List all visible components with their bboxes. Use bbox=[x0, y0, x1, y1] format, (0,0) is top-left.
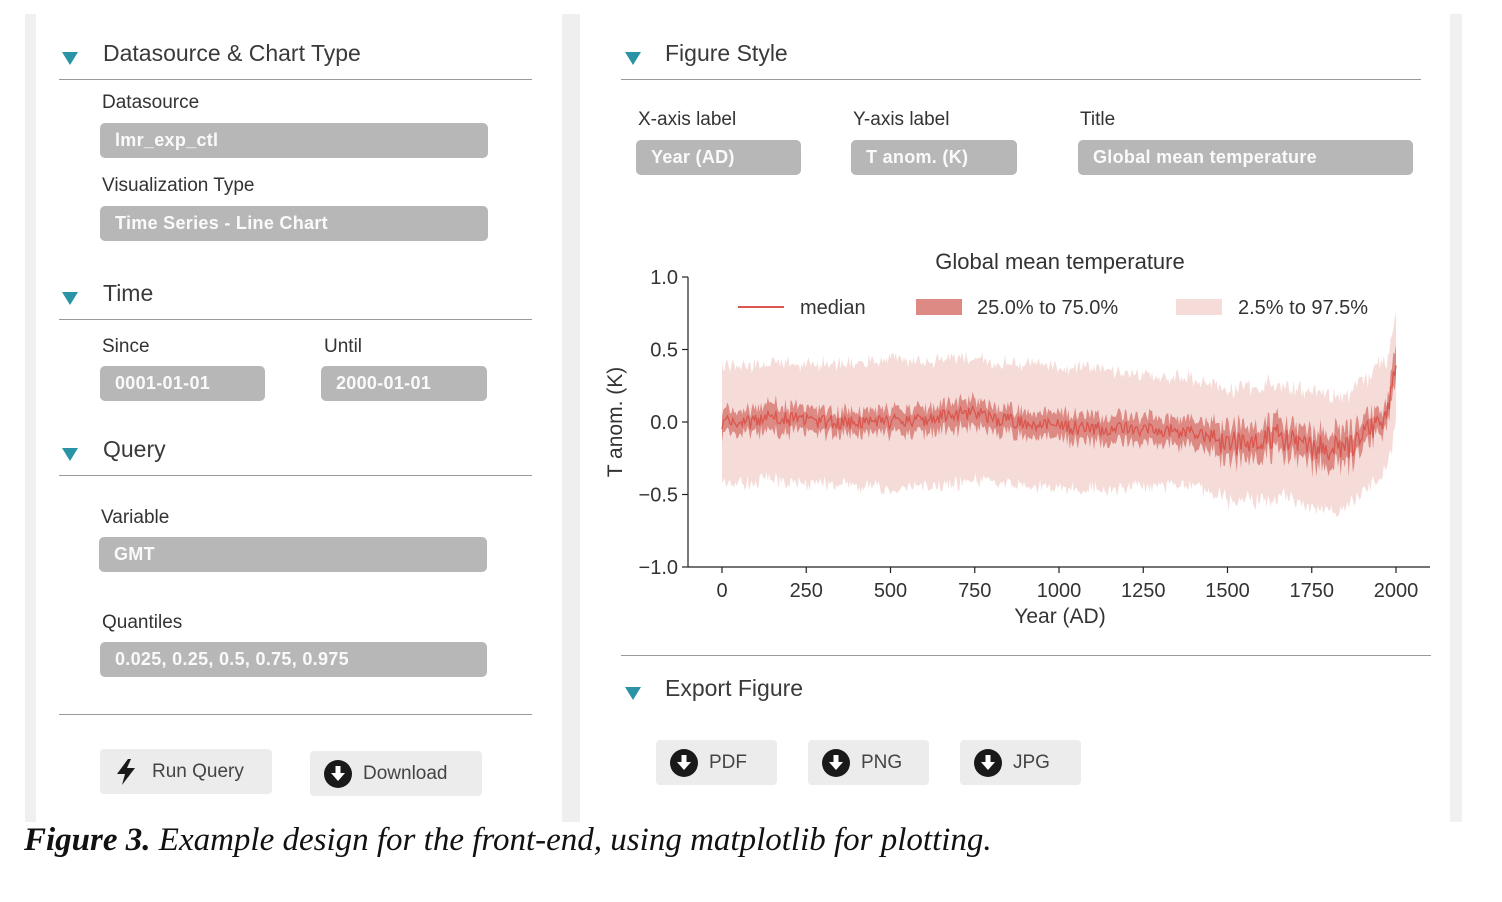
divider bbox=[59, 714, 532, 715]
x-tick-label: 2000 bbox=[1374, 580, 1419, 602]
collapse-triangle-icon[interactable] bbox=[625, 52, 641, 65]
run-query-button[interactable]: Run Query bbox=[100, 749, 272, 794]
download-label: Download bbox=[363, 762, 448, 784]
collapse-triangle-icon[interactable] bbox=[62, 292, 78, 305]
figure-caption-label: Figure 3. bbox=[24, 822, 151, 858]
quantiles-input[interactable]: 0.025, 0.25, 0.5, 0.75, 0.975 bbox=[100, 642, 487, 677]
y-tick-label: −1.0 bbox=[639, 557, 678, 579]
xaxis-label-input[interactable]: Year (AD) bbox=[636, 140, 801, 175]
y-tick-label: 1.0 bbox=[650, 267, 678, 289]
datasource-label: Datasource bbox=[102, 92, 200, 113]
yaxis-label-caption: Y-axis label bbox=[853, 109, 950, 130]
section-title-datasource[interactable]: Datasource & Chart Type bbox=[103, 40, 361, 66]
export-pdf-button[interactable]: PDF bbox=[656, 740, 777, 785]
title-caption: Title bbox=[1080, 109, 1116, 130]
temperature-chart: 1.0 0.5 0.0 −0.5 −1.0 0 250 500 750 1000 1250 1500 1… bbox=[604, 249, 1430, 628]
xaxis-label-caption: X-axis label bbox=[638, 109, 737, 130]
middle-gutter bbox=[562, 14, 580, 822]
legend-band50-swatch bbox=[916, 299, 962, 315]
x-axis-title: Year (AD) bbox=[1014, 605, 1105, 628]
y-axis-title: T anom. (K) bbox=[604, 367, 627, 477]
section-title-time[interactable]: Time bbox=[103, 280, 154, 306]
export-pdf-label: PDF bbox=[709, 751, 747, 773]
quantiles-label: Quantiles bbox=[102, 612, 183, 633]
y-tick-label: −0.5 bbox=[639, 485, 678, 507]
legend-median-label: median bbox=[800, 297, 866, 319]
section-title-export[interactable]: Export Figure bbox=[665, 675, 804, 701]
x-tick-label: 0 bbox=[716, 580, 727, 602]
divider bbox=[59, 319, 532, 320]
legend-band95-swatch bbox=[1176, 299, 1222, 315]
export-jpg-label: JPG bbox=[1013, 751, 1050, 773]
figure-caption: Figure 3. Example design for the front-e… bbox=[24, 822, 992, 859]
export-jpg-button[interactable]: JPG bbox=[960, 740, 1081, 785]
export-png-label: PNG bbox=[861, 751, 903, 773]
band-50-area bbox=[722, 344, 1396, 478]
download-icon bbox=[670, 748, 698, 777]
collapse-triangle-icon[interactable] bbox=[62, 52, 78, 65]
median-line bbox=[721, 365, 1397, 461]
figure-panel: Figure Style X-axis label Y-axis label T… bbox=[580, 14, 1450, 822]
x-tick-label: 1250 bbox=[1121, 580, 1166, 602]
since-label: Since bbox=[102, 336, 150, 357]
datasource-select[interactable]: lmr_exp_ctl bbox=[100, 123, 488, 158]
query-panel: Datasource & Chart Type Datasource lmr_e… bbox=[36, 14, 562, 822]
download-button[interactable]: Download bbox=[310, 751, 482, 796]
variable-label: Variable bbox=[101, 507, 170, 528]
x-tick-label: 1500 bbox=[1205, 580, 1250, 602]
y-tick-label: 0.5 bbox=[650, 340, 678, 362]
x-tick-label: 500 bbox=[874, 580, 907, 602]
left-gutter bbox=[25, 14, 36, 822]
divider bbox=[621, 79, 1421, 80]
x-tick-label: 250 bbox=[790, 580, 823, 602]
divider bbox=[59, 79, 532, 80]
lightning-bolt-icon bbox=[117, 758, 135, 785]
x-tick-label: 1750 bbox=[1290, 580, 1335, 602]
download-icon bbox=[822, 748, 850, 777]
divider bbox=[621, 655, 1431, 656]
run-query-label: Run Query bbox=[152, 760, 244, 782]
variable-select[interactable]: GMT bbox=[99, 537, 487, 572]
figure-caption-text: Example design for the front-end, using … bbox=[150, 822, 992, 858]
collapse-triangle-icon[interactable] bbox=[62, 448, 78, 461]
collapse-triangle-icon[interactable] bbox=[625, 687, 641, 700]
x-tick-label: 1000 bbox=[1037, 580, 1082, 602]
download-icon bbox=[974, 748, 1002, 777]
title-input[interactable]: Global mean temperature bbox=[1078, 140, 1413, 175]
export-png-button[interactable]: PNG bbox=[808, 740, 929, 785]
legend-band50-label: 25.0% to 75.0% bbox=[977, 297, 1118, 319]
legend-band95-label: 2.5% to 97.5% bbox=[1238, 297, 1368, 319]
divider bbox=[59, 475, 532, 476]
chart-title: Global mean temperature bbox=[935, 249, 1184, 274]
visualization-type-select[interactable]: Time Series - Line Chart bbox=[100, 206, 488, 241]
yaxis-label-input[interactable]: T anom. (K) bbox=[851, 140, 1017, 175]
section-title-figure-style[interactable]: Figure Style bbox=[665, 40, 788, 66]
section-title-query[interactable]: Query bbox=[103, 436, 166, 462]
right-gutter bbox=[1450, 14, 1462, 822]
visualization-type-label: Visualization Type bbox=[102, 175, 255, 196]
x-tick-label: 750 bbox=[958, 580, 991, 602]
until-date-input[interactable]: 2000-01-01 bbox=[321, 366, 487, 401]
y-tick-label: 0.0 bbox=[650, 412, 678, 434]
download-icon bbox=[324, 759, 352, 788]
until-label: Until bbox=[324, 336, 363, 357]
since-date-input[interactable]: 0001-01-01 bbox=[100, 366, 265, 401]
